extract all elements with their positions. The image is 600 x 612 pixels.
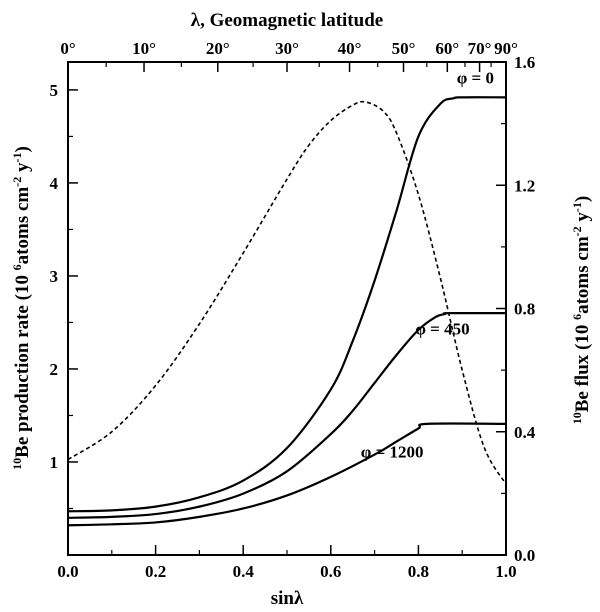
y-left-tick-label-3: 4 (50, 174, 59, 193)
top-tick-label-8: 90° (494, 39, 518, 58)
y-right-tick-label-1: 0.4 (514, 423, 536, 442)
data-curves (67, 96, 507, 527)
top-tick-label-4: 40° (338, 39, 362, 58)
curve-label-1: φ = 450 (415, 320, 469, 339)
y-right-tick-label-3: 1.2 (514, 176, 535, 195)
tick-labels: 0.0 0.2 0.4 0.6 0.8 1.0 0° 10° 20° 30° 40° 50° 60° 70… (50, 39, 536, 581)
y-left-tick-label-1: 2 (50, 360, 59, 379)
curve-annotations: φ = 0 φ = 450 φ = 1200 (361, 68, 494, 461)
top-tick-label-0: 0° (60, 39, 75, 58)
curve-label-2: φ = 1200 (361, 442, 424, 461)
y-right-tick-label-0: 0.0 (514, 546, 535, 565)
y-left-tick-label-4: 5 (50, 81, 59, 100)
top-tick-label-1: 10° (132, 39, 156, 58)
curve-label-0: φ = 0 (457, 68, 494, 87)
x-tick-label-5: 1.0 (495, 562, 516, 581)
plot-frame (67, 61, 507, 556)
y-axis-label-right: 10Be flux (10 6atoms cm-2 y-1) (570, 196, 593, 425)
x-tick-label-1: 0.2 (145, 562, 166, 581)
x-tick-label-3: 0.6 (320, 562, 341, 581)
tick-marks (67, 61, 507, 556)
y-right-tick-label-4: 1.6 (514, 53, 535, 72)
series-line-0 (67, 96, 507, 513)
series-line-2 (67, 422, 507, 527)
y-left-tick-label-2: 3 (50, 267, 59, 286)
x-tick-label-4: 0.8 (408, 562, 429, 581)
x-tick-label-2: 0.4 (233, 562, 255, 581)
x-axis-label: sinλ (271, 588, 304, 609)
series-line-3 (67, 100, 507, 485)
top-tick-label-3: 30° (275, 39, 299, 58)
top-tick-label-5: 50° (392, 39, 416, 58)
top-tick-label-6: 60° (435, 39, 459, 58)
x-tick-label-0: 0.0 (57, 562, 78, 581)
series-line-1 (67, 311, 507, 519)
y-right-tick-label-2: 0.8 (514, 300, 535, 319)
top-x-axis-label: λ, Geomagnetic latitude (191, 10, 383, 31)
top-tick-label-2: 20° (206, 39, 230, 58)
y-left-tick-label-0: 1 (50, 453, 59, 472)
y-axis-label-left: 10Be production rate (10 6atoms cm-2 y-1… (10, 146, 33, 470)
top-tick-label-7: 70° (468, 39, 492, 58)
